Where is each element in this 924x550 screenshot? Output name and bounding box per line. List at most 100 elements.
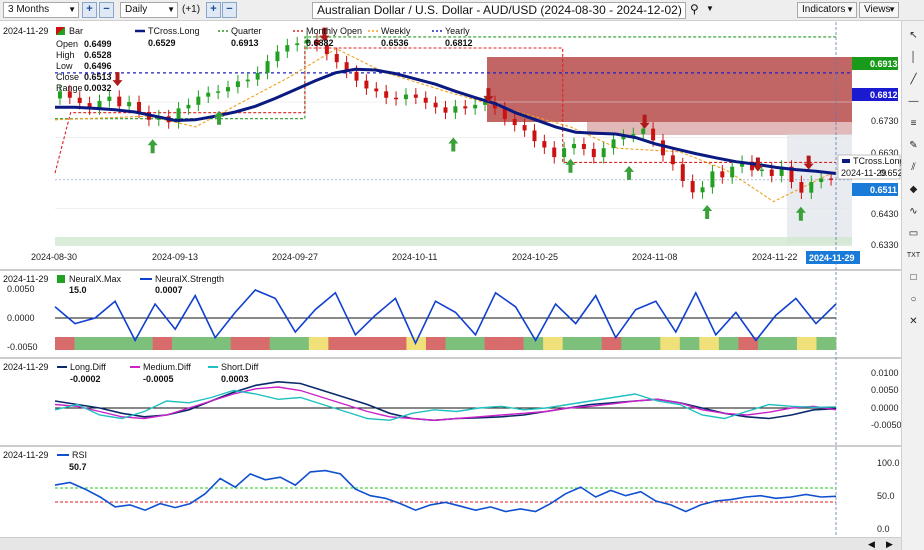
legend-high-label: High <box>56 50 75 60</box>
candle-body <box>265 61 270 73</box>
rectangle-tool-icon[interactable]: ▭ <box>908 228 919 239</box>
series-name: TCross.Long <box>148 26 200 36</box>
series-value: 0.6882 <box>306 38 334 48</box>
scroll-left-icon[interactable]: ◀ <box>868 539 875 549</box>
candle-body <box>819 178 824 182</box>
candle-body <box>809 182 814 193</box>
diff-series-name: Medium.Diff <box>143 362 191 372</box>
neuralx-regime-block <box>269 337 290 350</box>
candle-body <box>354 71 359 81</box>
neuralx-regime-block <box>621 337 642 350</box>
candle-body <box>196 96 201 105</box>
toolbar: 3 Months ▼ + − Daily ▼ (+1) + − Australian… <box>0 0 924 21</box>
range-select[interactable]: 3 Months ▼ <box>3 2 79 18</box>
sell-arrow <box>639 114 650 129</box>
candle-body <box>512 119 517 126</box>
zoom-in-button[interactable]: + <box>82 2 97 18</box>
line-tool-icon[interactable]: │ <box>910 52 917 63</box>
square-tool-icon[interactable]: □ <box>910 272 917 283</box>
neuralx-tick: -0.0050 <box>7 342 38 352</box>
short-diff-path <box>54 389 837 422</box>
candle-body <box>720 171 725 178</box>
candle-body <box>285 45 290 52</box>
trendline-tool-icon[interactable]: ╱ <box>910 74 917 85</box>
series-name: Weekly <box>381 26 411 36</box>
wave-tool-icon[interactable]: ∿ <box>909 206 918 217</box>
offset-minus-button[interactable]: − <box>222 2 237 18</box>
tcross-tooltip-name: TCross.Long <box>853 156 901 166</box>
candle-body <box>730 166 735 178</box>
neuralx-regime-block <box>406 337 427 350</box>
series-name: Quarter <box>231 26 262 36</box>
candle-body <box>87 103 92 109</box>
interval-select[interactable]: Daily ▼ <box>120 2 178 18</box>
text-tool-icon[interactable]: TXT <box>906 252 921 259</box>
gann-tool-icon[interactable]: ◆ <box>909 184 918 195</box>
diff-series-name: Long.Diff <box>70 362 106 372</box>
candle-body <box>413 94 418 98</box>
fib-tool-icon[interactable]: ≡ <box>910 118 917 129</box>
legend-bar-label: Bar <box>69 26 83 36</box>
candle-body <box>581 143 586 149</box>
tcross-tooltip-swatch <box>842 159 850 163</box>
pencil-tool-icon[interactable]: ✎ <box>909 140 918 151</box>
rsi-label: RSI <box>72 450 87 460</box>
chevron-down-icon[interactable]: ▼ <box>706 4 714 13</box>
delete-tool-icon[interactable]: ✕ <box>909 316 918 327</box>
views-button[interactable]: Views ▼ <box>859 2 899 18</box>
horizontal-line-icon[interactable]: — <box>908 96 919 107</box>
candle-body <box>492 102 497 109</box>
price-tag-quarter-text: 0.6913 <box>870 59 898 69</box>
buy-arrow <box>565 158 576 173</box>
candle-body <box>364 80 369 89</box>
candle-body <box>295 43 300 46</box>
candle-body <box>502 108 507 120</box>
indicators-button[interactable]: Indicators ▼ <box>797 2 857 18</box>
neuralx-regime-block <box>172 337 192 350</box>
neuralx-regime-block <box>289 337 310 350</box>
neuralx-regime-block <box>679 337 700 350</box>
scrollbar[interactable]: ◀ ▶ <box>0 537 901 550</box>
symbol-title-field[interactable]: Australian Dollar / U.S. Dollar - AUD/US… <box>312 2 686 19</box>
resistance-zone <box>487 57 852 122</box>
views-label: Views <box>864 4 891 15</box>
sell-arrow <box>803 155 814 170</box>
diff-tick: 0.0100 <box>871 368 899 378</box>
neuralx-regime-block <box>445 337 466 350</box>
diff-series-name: Short.Diff <box>221 362 259 372</box>
zoom-out-button[interactable]: − <box>99 2 114 18</box>
date-tick: 2024-11-22 <box>752 252 797 262</box>
candle-body <box>245 79 250 82</box>
neuralx-regime-block <box>55 337 75 350</box>
neuralx-date: 2024-11-29 <box>3 274 48 284</box>
sell-arrow <box>319 27 330 42</box>
candle-body <box>601 148 606 158</box>
neuralx-regime-block <box>640 337 661 350</box>
series-value: 0.6529 <box>148 38 176 48</box>
series-name: Yearly <box>445 26 470 36</box>
candle-body <box>176 108 181 123</box>
candle-body <box>611 139 616 149</box>
scroll-right-icon[interactable]: ▶ <box>886 539 893 549</box>
circle-tool-icon[interactable]: ○ <box>910 294 917 305</box>
neuralx-regime-block <box>465 337 485 350</box>
offset-plus-button[interactable]: + <box>206 2 221 18</box>
candle-body <box>374 88 379 92</box>
buy-arrow <box>795 206 806 221</box>
search-icon[interactable]: ⚲ <box>690 2 699 16</box>
price-tick: 0.6630 <box>871 148 899 158</box>
candle-body <box>334 54 339 63</box>
neuralx-regime-block <box>543 337 563 350</box>
candle-body <box>769 169 774 176</box>
chart-area[interactable]: 0.6730 0.6630 0.6430 0.6330 0.6913 0.681… <box>0 0 901 550</box>
cursor-tool-icon[interactable]: ↖ <box>909 30 918 41</box>
neuralx-regime-block <box>425 337 446 350</box>
price-axis: 0.6730 0.6630 0.6430 0.6330 0.6913 0.681… <box>837 57 901 250</box>
diff-tick: 0.0000 <box>871 403 899 413</box>
neuralx-regime-block <box>601 337 622 350</box>
channel-tool-icon[interactable]: ⫽ <box>911 162 916 173</box>
date-tick: 2024-09-27 <box>272 252 318 262</box>
neuralx-regime-block <box>562 337 583 350</box>
candle-body <box>324 45 329 54</box>
diff-series-value: -0.0002 <box>70 374 101 384</box>
